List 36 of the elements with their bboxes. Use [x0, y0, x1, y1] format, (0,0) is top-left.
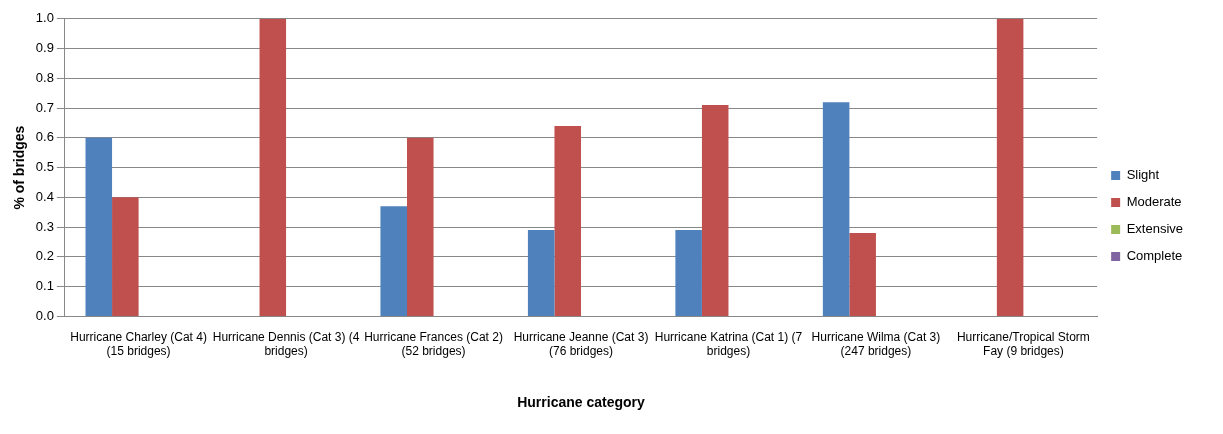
y-tick-label: 0.6: [35, 129, 54, 145]
y-tick-label: 0.2: [35, 248, 54, 264]
bar: [675, 230, 702, 316]
y-tick-label: 0.0: [35, 307, 54, 323]
bar: [259, 18, 287, 316]
bar: [112, 197, 139, 316]
x-tick-label: Hurricane Dennis (Cat 3) (4 bridges): [212, 329, 360, 359]
bar: [380, 206, 407, 316]
bar: [996, 18, 1024, 316]
x-axis-title: Hurricane category: [517, 394, 646, 411]
y-axis-title: % of bridges: [11, 125, 28, 210]
y-tick-label: 0.5: [35, 159, 54, 175]
legend-label: Slight: [1126, 167, 1160, 183]
y-tick-label: 0.8: [35, 69, 54, 85]
bar: [849, 233, 876, 316]
y-tick-label: 0.3: [35, 218, 54, 234]
legend-label: Moderate: [1126, 194, 1182, 210]
y-tick-label: 0.4: [35, 188, 54, 204]
legend-label: Extensive: [1126, 221, 1184, 237]
y-tick-label: 0.7: [35, 99, 54, 115]
y-tick-label: 0.9: [35, 40, 54, 56]
x-tick-label: Hurricane Frances (Cat 2) (52 bridges): [364, 329, 503, 359]
bar: [554, 125, 582, 316]
x-tick-label: Hurricane Charley (Cat 4) (15 bridges): [70, 329, 207, 359]
bar: [85, 137, 113, 316]
bar: [407, 137, 434, 316]
x-tick-label: Hurricane/Tropical Storm Fay (9 bridges): [956, 329, 1090, 359]
bar: [527, 230, 555, 316]
bar: [701, 105, 729, 316]
y-tick-label: 0.1: [35, 278, 54, 294]
y-tick-label: 1.0: [35, 10, 54, 26]
x-tick-label: Hurricane Jeanne (Cat 3) (76 bridges): [513, 329, 649, 359]
bar: [822, 102, 850, 316]
x-tick-label: Hurricane Wilma (Cat 3) (247 bridges): [811, 329, 941, 359]
x-tick-label: Hurricane Katrina (Cat 1) (7 bridges): [654, 329, 803, 359]
legend-label: Complete: [1126, 248, 1183, 264]
